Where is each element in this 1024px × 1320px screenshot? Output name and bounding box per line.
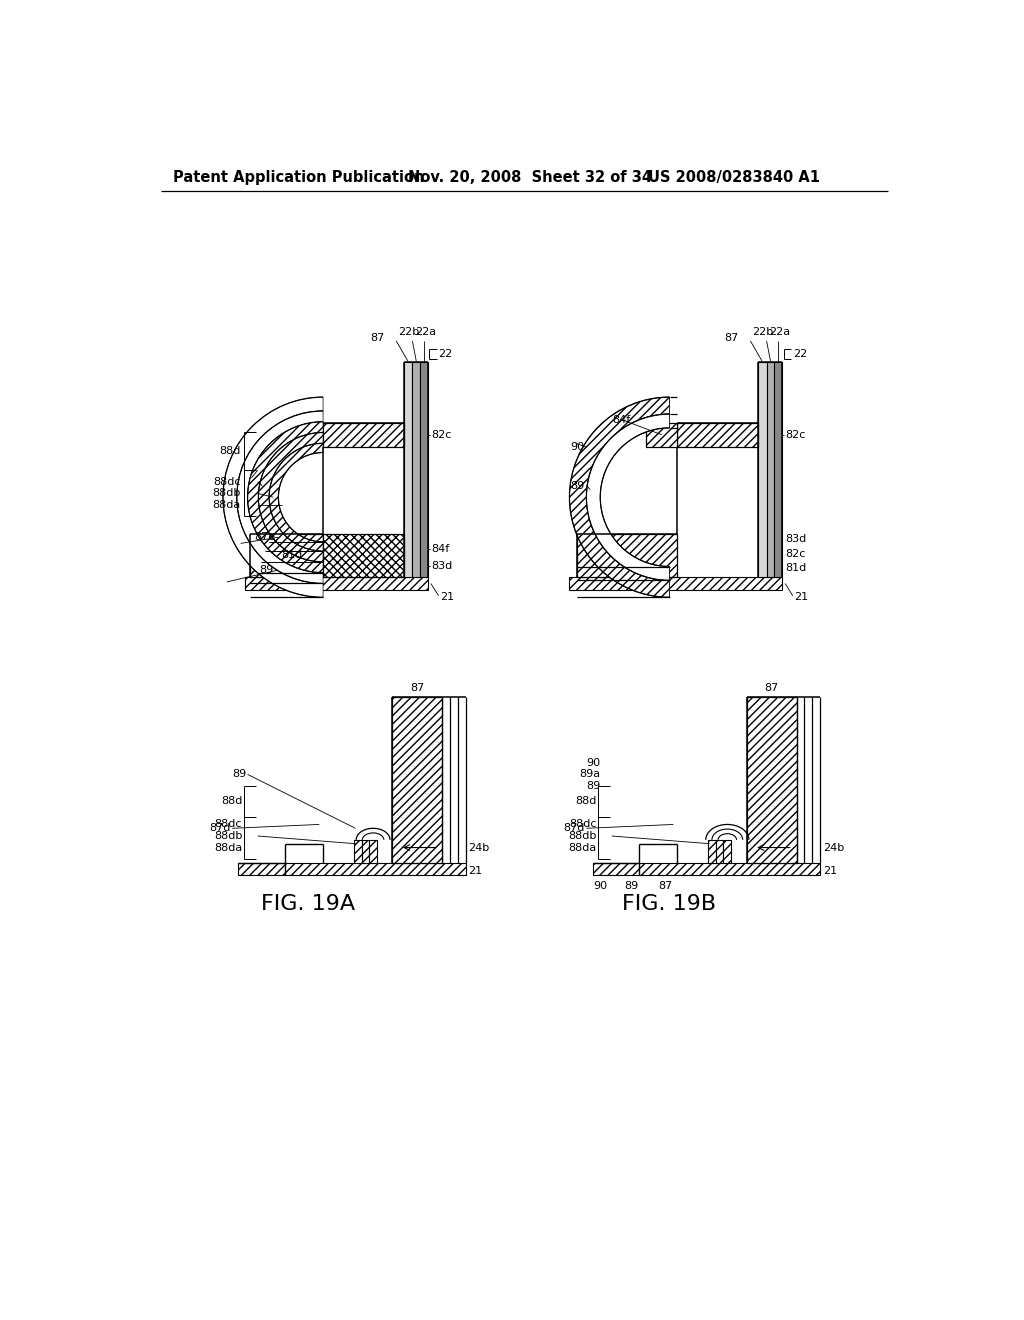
Polygon shape — [646, 422, 677, 447]
Text: 89: 89 — [586, 781, 600, 791]
Text: FIG. 19A: FIG. 19A — [260, 894, 354, 913]
Text: FIG. 19B: FIG. 19B — [623, 894, 717, 913]
Text: 89: 89 — [624, 880, 638, 891]
Text: 87d: 87d — [209, 824, 230, 833]
Polygon shape — [354, 840, 361, 863]
Text: 88db: 88db — [568, 832, 596, 841]
Text: 81d: 81d — [282, 550, 303, 560]
Text: 90: 90 — [593, 880, 607, 891]
Polygon shape — [677, 422, 758, 447]
Text: 88d: 88d — [575, 796, 596, 807]
Polygon shape — [593, 863, 819, 875]
Text: 21: 21 — [440, 593, 455, 602]
Text: 88dc: 88dc — [215, 820, 243, 829]
Text: 21: 21 — [469, 866, 482, 875]
Polygon shape — [248, 422, 323, 573]
Polygon shape — [323, 535, 403, 577]
Text: 88da: 88da — [212, 500, 241, 510]
Polygon shape — [361, 840, 370, 863]
Text: 90: 90 — [586, 758, 600, 768]
Text: 89a: 89a — [580, 770, 600, 779]
Polygon shape — [569, 577, 782, 590]
Polygon shape — [245, 577, 428, 590]
Polygon shape — [370, 840, 377, 863]
Polygon shape — [269, 444, 323, 552]
Text: 24b: 24b — [469, 842, 489, 853]
Polygon shape — [237, 411, 323, 583]
Polygon shape — [392, 697, 442, 863]
Polygon shape — [413, 363, 420, 577]
Text: 82c: 82c — [785, 430, 806, 440]
Text: 22a: 22a — [415, 326, 436, 337]
Polygon shape — [420, 363, 428, 577]
Text: 87e: 87e — [254, 532, 275, 543]
Text: 87: 87 — [764, 684, 778, 693]
Text: 24b: 24b — [823, 842, 844, 853]
Text: 82c: 82c — [431, 430, 452, 440]
Text: 90: 90 — [570, 442, 585, 453]
Text: 87: 87 — [658, 880, 673, 891]
Polygon shape — [223, 397, 323, 598]
Text: 81d: 81d — [785, 564, 806, 573]
Text: 22: 22 — [793, 348, 807, 359]
Polygon shape — [724, 840, 731, 863]
Text: 88dc: 88dc — [569, 820, 596, 829]
Polygon shape — [587, 414, 670, 581]
Polygon shape — [774, 363, 782, 577]
Polygon shape — [323, 422, 403, 447]
Text: 87d: 87d — [563, 824, 585, 833]
Text: 82c: 82c — [785, 549, 806, 558]
Polygon shape — [403, 363, 413, 577]
Text: 89: 89 — [570, 480, 585, 491]
Polygon shape — [746, 697, 797, 863]
Polygon shape — [708, 840, 716, 863]
Polygon shape — [767, 363, 774, 577]
Text: 84f: 84f — [611, 416, 630, 425]
Text: 88db: 88db — [212, 488, 241, 499]
Polygon shape — [716, 840, 724, 863]
Text: 88da: 88da — [214, 842, 243, 853]
Text: 22b: 22b — [752, 326, 773, 337]
Polygon shape — [258, 433, 323, 562]
Text: 88da: 88da — [568, 842, 596, 853]
Text: US 2008/0283840 A1: US 2008/0283840 A1 — [648, 170, 820, 185]
Text: 21: 21 — [795, 593, 808, 602]
Polygon shape — [569, 397, 670, 598]
Polygon shape — [250, 535, 323, 577]
Text: 22a: 22a — [769, 326, 791, 337]
Text: 87: 87 — [724, 333, 738, 343]
Text: Patent Application Publication: Patent Application Publication — [173, 170, 424, 185]
Text: 89: 89 — [259, 565, 273, 576]
Text: 88d: 88d — [221, 796, 243, 807]
Text: 88d: 88d — [219, 446, 241, 455]
Polygon shape — [758, 363, 767, 577]
Text: 83d: 83d — [431, 561, 453, 572]
Text: 22b: 22b — [398, 326, 419, 337]
Text: 88db: 88db — [214, 832, 243, 841]
Polygon shape — [578, 535, 677, 577]
Text: 88dc: 88dc — [213, 477, 241, 487]
Text: 87: 87 — [370, 333, 384, 343]
Text: 87: 87 — [410, 684, 424, 693]
Text: 89: 89 — [231, 770, 246, 779]
Text: 21: 21 — [823, 866, 837, 875]
Text: 22: 22 — [438, 348, 453, 359]
Text: 83d: 83d — [785, 535, 806, 544]
Polygon shape — [239, 863, 466, 875]
Text: 84f: 84f — [431, 544, 450, 554]
Text: Nov. 20, 2008  Sheet 32 of 34: Nov. 20, 2008 Sheet 32 of 34 — [408, 170, 651, 185]
